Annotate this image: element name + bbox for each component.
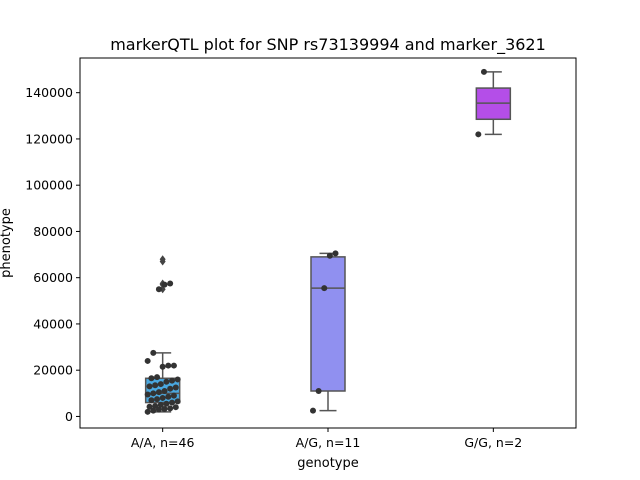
data-point [154,374,161,381]
data-point [155,389,162,396]
data-point [475,131,482,138]
data-point [152,403,159,410]
data-point [326,252,333,259]
data-point [159,363,166,370]
data-point [146,403,153,410]
data-point [152,382,159,389]
data-point [163,400,170,407]
data-point [144,408,151,415]
x-tick-label: A/A, n=46 [131,435,195,450]
y-tick-label: 140000 [25,85,73,100]
y-tick-label: 120000 [25,131,73,146]
data-point [172,404,179,411]
data-point [150,349,157,356]
data-point [332,250,339,257]
y-tick-label: 0 [65,409,73,424]
y-tick-label: 40000 [33,316,73,331]
outlier-marker [159,255,166,264]
data-point [161,281,168,288]
data-point [157,381,164,388]
data-point [172,384,179,391]
strip-points [144,68,487,415]
data-point [150,390,157,397]
data-point [169,399,176,406]
data-point [161,406,168,413]
data-point [155,286,162,293]
data-point [170,362,177,369]
y-tick-label: 20000 [33,363,73,378]
data-point [167,280,174,287]
data-point [144,357,151,364]
y-tick-label: 80000 [33,224,73,239]
data-point [144,391,151,398]
x-axis-label: genotype [297,456,358,471]
data-point [161,388,168,394]
data-point [169,377,176,384]
data-point [150,407,157,414]
y-tick-label: 100000 [25,178,73,193]
data-point [310,407,316,414]
x-axis: A/A, n=46 A/G, n=11 G/G, n=2 [131,428,522,450]
data-point [165,393,172,400]
data-point [167,385,174,392]
data-point [146,383,153,390]
chart-title: markerQTL plot for SNP rs73139994 and ma… [110,35,546,55]
y-axis-label: phenotype [0,208,14,278]
x-tick-label: A/G, n=11 [296,435,361,450]
data-point [148,397,155,404]
data-point [167,405,174,412]
data-point [157,401,164,408]
data-point [315,388,322,394]
data-point [170,392,177,399]
y-axis: 0 20000 40000 60000 80000 100000 120000 140000 [25,85,80,424]
x-tick-label: G/G, n=2 [464,435,522,450]
box [310,256,346,392]
data-point [174,376,181,383]
data-point [321,285,328,292]
data-point [163,378,170,385]
data-point [165,362,172,369]
data-point [159,394,166,401]
data-point [154,396,161,403]
data-point [174,398,181,405]
y-tick-label: 60000 [33,270,73,285]
data-point [480,68,487,75]
data-point [148,375,155,382]
